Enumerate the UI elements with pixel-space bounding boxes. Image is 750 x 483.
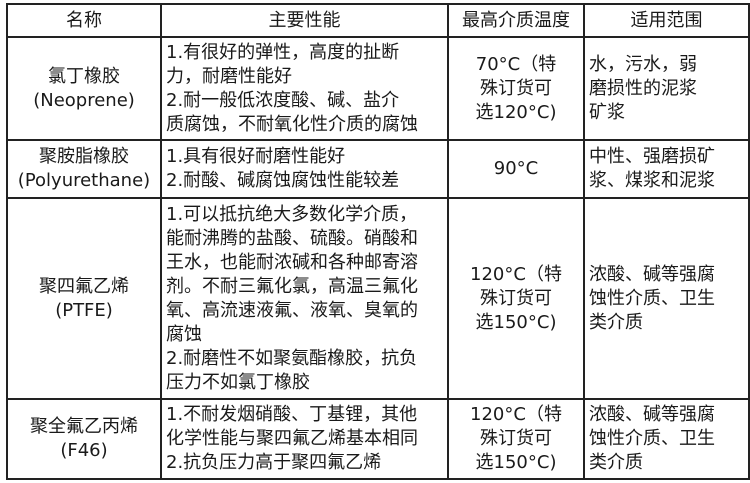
cell-max-temp: 120°C（特 殊订货可 选150°C) — [447, 398, 585, 480]
cell-performance: 1.具有很好耐磨性能好 2.耐酸、碱腐蚀腐蚀性能较差 — [160, 139, 449, 199]
cell-scope: 水，污水，弱 磨损性的泥浆 矿浆 — [583, 36, 750, 141]
cell-name: 聚全氟乙丙烯 (F46) — [6, 398, 162, 480]
cell-max-temp: 120°C（特 殊订货可 选150°C) — [447, 197, 585, 400]
header-name: 名称 — [6, 3, 162, 38]
header-performance: 主要性能 — [160, 3, 449, 38]
lining-material-table: 名称 主要性能 最高介质温度 适用范围 氯丁橡胶 (Neoprene) 1.有很… — [6, 3, 750, 480]
cell-name: 聚四氟乙烯 (PTFE) — [6, 197, 162, 400]
cell-max-temp: 90°C — [447, 139, 585, 199]
cell-performance: 1.不耐发烟硝酸、丁基锂，其他 化学性能与聚四氟乙烯基本相同 2.抗负压力高于聚… — [160, 398, 449, 480]
header-scope: 适用范围 — [583, 3, 750, 38]
header-row: 名称 主要性能 最高介质温度 适用范围 — [6, 3, 750, 38]
table-row: 聚全氟乙丙烯 (F46) 1.不耐发烟硝酸、丁基锂，其他 化学性能与聚四氟乙烯基… — [6, 398, 750, 480]
cell-scope: 浓酸、碱等强腐 蚀性介质、卫生 类介质 — [583, 197, 750, 400]
header-max-temp: 最高介质温度 — [447, 3, 585, 38]
table-row: 聚四氟乙烯 (PTFE) 1.可以抵抗绝大多数化学介质， 能耐沸腾的盐酸、硫酸。… — [6, 197, 750, 400]
table-row: 氯丁橡胶 (Neoprene) 1.有很好的弹性，高度的扯断 力，耐磨性能好 2… — [6, 36, 750, 141]
cell-scope: 浓酸、碱等强腐 蚀性介质、卫生 类介质 — [583, 398, 750, 480]
cell-performance: 1.有很好的弹性，高度的扯断 力，耐磨性能好 2.耐一般低浓度酸、碱、盐介 质腐… — [160, 36, 449, 141]
cell-max-temp: 70°C（特 殊订货可 选120°C) — [447, 36, 585, 141]
cell-name: 氯丁橡胶 (Neoprene) — [6, 36, 162, 141]
cell-performance: 1.可以抵抗绝大多数化学介质， 能耐沸腾的盐酸、硫酸。硝酸和 王水，也能耐浓碱和… — [160, 197, 449, 400]
cell-scope: 中性、强磨损矿 浆、煤浆和泥浆 — [583, 139, 750, 199]
cell-name: 聚胺脂橡胶 (Polyurethane) — [6, 139, 162, 199]
table-row: 聚胺脂橡胶 (Polyurethane) 1.具有很好耐磨性能好 2.耐酸、碱腐… — [6, 139, 750, 199]
